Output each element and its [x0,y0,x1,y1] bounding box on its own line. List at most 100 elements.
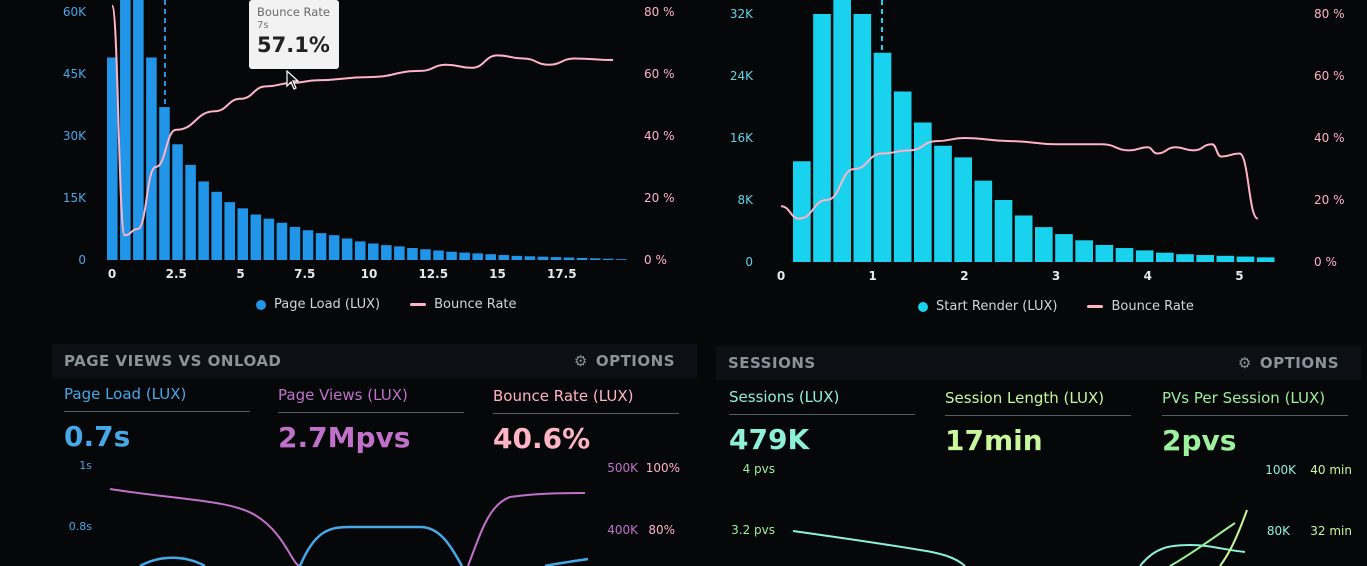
metric-bounce-rate[interactable]: Bounce Rate (LUX) 40.6% [493,387,679,455]
legend-label-start-render: Start Render (LUX) [936,299,1058,314]
x-tick: 0 [777,269,785,283]
y-tick-left: 0 [78,253,86,267]
metric-label: Page Load (LUX) [64,385,250,412]
y-tick-right: 80K [1267,524,1291,538]
y-tick-right: 40 % [644,129,675,143]
metric-session-length[interactable]: Session Length (LUX) 17min [945,389,1131,457]
histogram-bar [1236,256,1255,262]
y-tick: 0.8s [69,520,92,533]
histogram-bar [893,91,912,262]
metric-page-load[interactable]: Page Load (LUX) 0.7s [64,385,250,453]
y-tick-right: 20 % [1314,193,1345,207]
histogram-bar [381,245,392,260]
page-load-line-3 [544,557,589,566]
histogram-bar [172,144,183,260]
tooltip-title: Bounce Rate [257,5,330,19]
metric-page-views[interactable]: Page Views (LUX) 2.7Mpvs [278,386,464,454]
metric-label: Page Views (LUX) [278,386,464,413]
histogram-bar [994,200,1013,262]
tooltip-sub: 7s [257,20,269,31]
metric-label: Bounce Rate (LUX) [493,387,679,414]
histogram-bar [576,257,588,260]
options-button[interactable]: ⚙ OPTIONS [574,352,675,370]
histogram-bar [550,257,562,260]
bounce-rate-tooltip: Bounce Rate 7s 57.1% [249,0,339,69]
legend-label-page-load: Page Load (LUX) [274,297,381,312]
y-tick-left: 45K [63,67,87,81]
metric-value: 0.7s [64,420,131,453]
histogram-bar [1176,254,1194,262]
histogram-bar [120,0,131,260]
page-load-line-2 [298,525,464,566]
histogram-bar [1035,227,1053,262]
histogram-bar [433,250,444,260]
y-tick-right2: 80% [648,523,675,537]
histogram-bar [589,258,601,260]
histogram-bar [407,248,418,260]
page-views-line [109,488,301,566]
histogram-bar [1216,255,1235,262]
x-tick: 5 [236,267,244,281]
x-tick: 2 [960,269,968,283]
histogram-bar [250,214,262,260]
y-tick: 4 pvs [743,462,775,476]
histogram-bar [1115,248,1134,262]
histogram-bar [146,57,157,260]
x-tick: 1 [869,269,877,283]
x-tick: 5 [1235,269,1243,283]
histogram-bar [1095,244,1114,262]
tooltip-value: 57.1% [257,33,330,57]
options-button[interactable]: ⚙ OPTIONS [1238,354,1339,372]
histogram-bar [420,249,431,260]
histogram-bar [159,107,170,260]
gear-icon: ⚙ [573,352,588,370]
x-tick: 2.5 [166,267,187,281]
histogram-bar [511,255,523,260]
y-tick-right2: 40 min [1310,463,1352,477]
bounce-rate-line [467,492,586,566]
histogram-bar [1075,240,1093,262]
y-tick: 1s [79,459,92,472]
histogram-bar [133,0,144,260]
x-tick: 4 [1144,269,1152,283]
cursor-pointer-icon [286,70,300,90]
histogram-bar [107,57,118,260]
histogram-bar [615,259,627,260]
bounce-rate-line [111,4,614,237]
histogram-bar [368,243,379,260]
y-tick-left: 15K [63,191,87,205]
x-tick: 7.5 [294,267,315,281]
histogram-bar [793,161,811,262]
metric-pvs-per-session[interactable]: PVs Per Session (LUX) 2pvs [1162,389,1348,457]
y-tick-right: 60 % [1314,69,1345,83]
metric-sessions[interactable]: Sessions (LUX) 479K [729,388,915,456]
sessions-section-header: SESSIONS ⚙ OPTIONS [716,346,1361,380]
y-tick: 3.2 pvs [731,523,775,537]
page-load-histogram: 0 2.5 5 7.5 10 12.5 15 17.5 0 15K 30K 45K 60K 0 % 20 %… [63,0,675,281]
metric-value: 479K [729,423,810,456]
y-tick-right: 0 % [1314,255,1337,269]
y-tick-left: 60K [63,5,87,19]
y-tick-left: 30K [63,129,87,143]
histogram-bar [485,254,496,260]
y-tick-right: 100K [1265,463,1297,477]
metric-value: 17min [945,424,1043,457]
page-views-trend-chart: 1s 0.8s 500K 400K 100% 80% [69,459,680,566]
y-tick-right: 60 % [644,67,675,81]
x-tick: 0 [108,267,116,281]
x-tick: 15 [489,267,506,281]
histogram-bar [328,235,340,260]
histogram-bar [1256,257,1275,262]
bounce-rate-line [780,136,1259,220]
histogram-bar [276,222,288,260]
metric-value: 2.7Mpvs [278,421,411,454]
x-tick: 12.5 [418,267,448,281]
page-views-section-header: PAGE VIEWS VS ONLOAD ⚙ OPTIONS [52,344,697,378]
y-tick-right2: 32 min [1310,524,1352,538]
y-tick-left: 16K [730,131,754,145]
session-length-line [1219,509,1248,566]
histogram-bar [472,253,483,260]
histogram-bar [446,251,457,260]
x-tick: 10 [361,267,378,281]
histogram-bar [185,164,196,260]
